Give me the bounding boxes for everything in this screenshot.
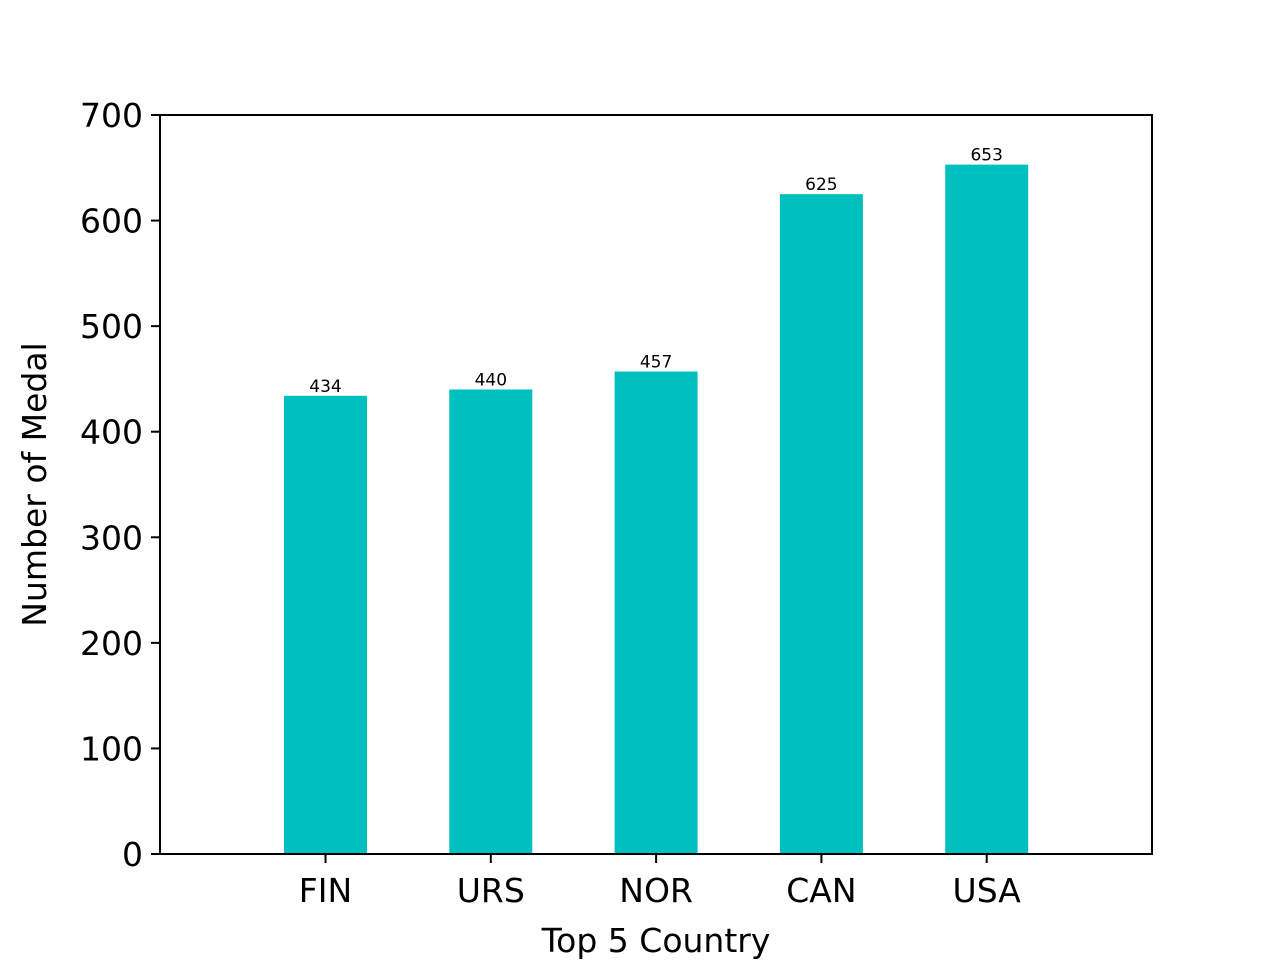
bars-group [284,164,1029,854]
data-label-nor: 457 [640,353,672,373]
y-tick-label-300: 300 [80,518,143,557]
data-label-urs: 440 [475,370,507,390]
x-tick-label-can: CAN [786,871,856,910]
plot-frame [159,114,1153,855]
y-tick-label-400: 400 [80,413,143,452]
y-tick-label-500: 500 [80,307,143,346]
x-tick-label-urs: URS [457,871,525,910]
data-label-can: 625 [805,175,837,195]
bar-fin [284,395,367,854]
bar-urs [449,389,533,854]
x-tick-label-nor: NOR [619,871,693,910]
x-axis-label: Top 5 Country [541,921,771,960]
y-tick-label-200: 200 [80,624,143,663]
x-axis: FIN URS NOR CAN USA [299,854,1021,910]
data-label-fin: 434 [309,377,341,397]
x-tick-label-usa: USA [953,871,1022,910]
bar-usa [945,164,1029,854]
y-tick-label-0: 0 [122,835,143,874]
y-axis-label: Number of Medal [15,342,54,626]
data-labels-group: 434 440 457 625 653 [309,146,1003,397]
bar-can [779,194,863,854]
data-label-usa: 653 [970,146,1002,166]
y-tick-label-600: 600 [80,202,143,241]
y-tick-label-700: 700 [80,96,143,135]
x-tick-label-fin: FIN [299,871,352,910]
bar-nor [614,371,698,854]
y-tick-label-100: 100 [80,729,143,768]
y-axis: 0 100 200 300 400 500 600 700 [80,96,160,874]
